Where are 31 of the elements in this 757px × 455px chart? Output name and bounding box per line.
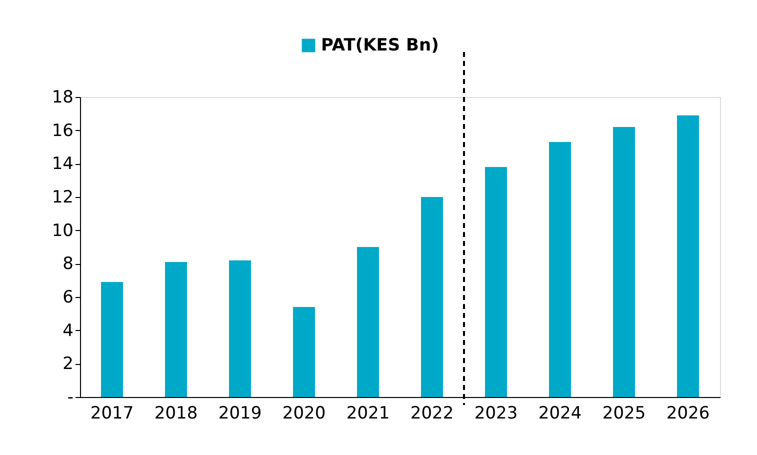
bar [549,142,571,397]
x-tick-label: 2018 [154,404,198,424]
x-tick-label: 2020 [282,404,326,424]
y-tick-label: 14 [52,154,74,174]
y-tick-label: 6 [62,288,74,308]
bar [677,115,699,397]
y-tick-label: - [67,388,74,408]
x-tick-label: 2017 [90,404,134,424]
x-tick-label: 2025 [602,404,646,424]
y-tick-label: 8 [62,254,74,274]
y-tick-label: 2 [62,354,74,374]
bar [229,260,251,397]
y-tick-label: 10 [52,220,74,241]
x-tick-label: 2024 [538,404,582,424]
x-tick-label: 2023 [474,404,518,424]
y-tick-label: 18 [52,88,74,108]
legend-label: PAT(KES Bn) [321,36,439,56]
x-tick-label: 2022 [410,404,454,424]
bar [293,307,315,397]
x-tick-label: 2021 [346,404,390,424]
y-tick-label: 12 [52,188,74,208]
y-tick-label: 16 [52,120,74,141]
x-tick-label: 2019 [218,404,262,424]
bar [101,282,123,397]
bar [165,262,187,397]
y-tick-label: 4 [62,320,74,341]
x-tick-label: 2026 [666,404,710,424]
bar [357,247,379,397]
bar [421,197,443,397]
bar [485,167,507,397]
bar [613,127,635,397]
